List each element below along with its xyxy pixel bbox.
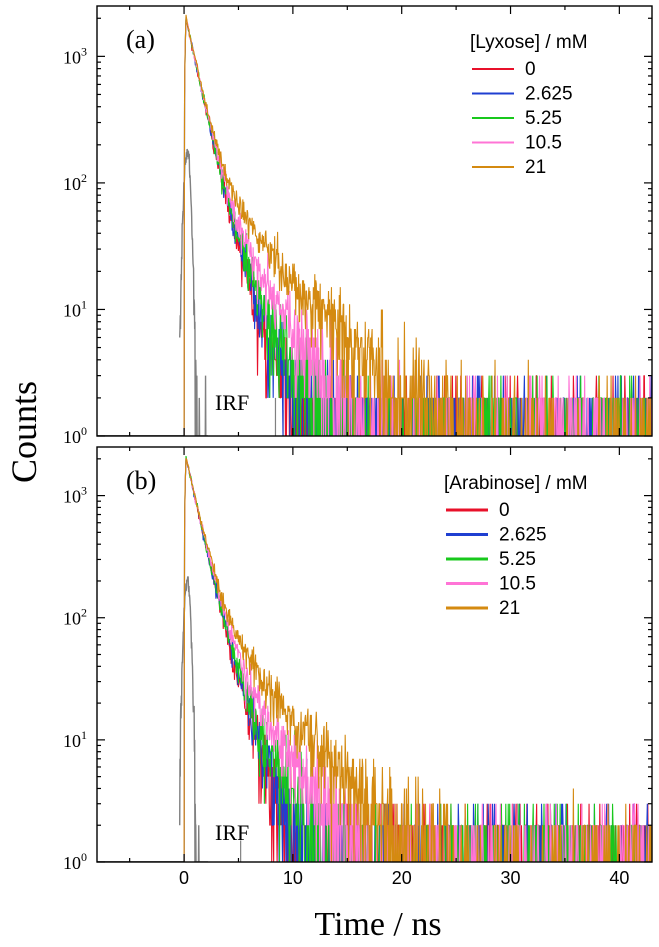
- panel-label: (b): [126, 466, 156, 495]
- x-axis-label: Time / ns: [314, 906, 441, 943]
- y-tick-label: 100: [63, 850, 87, 873]
- y-tick-label: 101: [63, 297, 87, 320]
- y-tick-label: 101: [63, 728, 87, 751]
- legend: [Lyxose] / mM 0 2.625 5.25 10.5 21: [470, 32, 588, 178]
- panel-a: 100 101 102 103 (a) IRF [Lyxose] / mM 0 2.625 5.2…: [63, 5, 653, 447]
- x-tick-label: 20: [392, 868, 412, 888]
- legend-label-21: 21: [499, 598, 520, 619]
- x-tick-label: 40: [609, 868, 629, 888]
- legend-title: [Lyxose] / mM: [470, 32, 588, 53]
- legend-label-10.5: 10.5: [499, 574, 536, 595]
- legend-title: [Arabinose] / mM: [444, 473, 588, 494]
- legend-label-21: 21: [525, 157, 546, 178]
- legend-label-2.625: 2.625: [499, 525, 547, 546]
- x-tick-label: 10: [283, 868, 303, 888]
- legend-label-0: 0: [499, 500, 510, 521]
- legend-label-10.5: 10.5: [525, 133, 562, 154]
- y-tick-label: 102: [63, 606, 87, 629]
- series-line-5.25: [183, 18, 652, 436]
- plot-area: [97, 14, 652, 436]
- irf-annotation: IRF: [215, 390, 249, 415]
- x-tick-label: 0: [179, 868, 189, 888]
- panel-b: 0 10 20 30 40 100 101 102 103 (b) IRF [Arabinose] /…: [63, 446, 653, 888]
- y-tick-label: 102: [63, 171, 87, 194]
- y-tick-label: 103: [63, 484, 87, 507]
- legend: [Arabinose] / mM 0 2.625 5.25 10.5 21: [444, 473, 588, 619]
- y-axis-label: Counts: [4, 381, 44, 483]
- y-tick-label: 103: [63, 44, 87, 67]
- legend-label-0: 0: [525, 59, 536, 80]
- legend-label-2.625: 2.625: [525, 84, 573, 105]
- irf-annotation: IRF: [215, 820, 249, 845]
- series-line-2.625: [183, 458, 652, 862]
- series-line-10.5: [183, 18, 652, 436]
- x-tick-label: 30: [501, 868, 521, 888]
- series-line-21: [183, 14, 652, 436]
- series-line-10.5: [183, 458, 652, 862]
- legend-label-5.25: 5.25: [525, 108, 562, 129]
- plot-area: [97, 455, 652, 862]
- y-tick-label: 100: [63, 424, 87, 447]
- series-line-21: [183, 458, 652, 862]
- panel-label: (a): [126, 25, 155, 54]
- legend-label-5.25: 5.25: [499, 549, 536, 570]
